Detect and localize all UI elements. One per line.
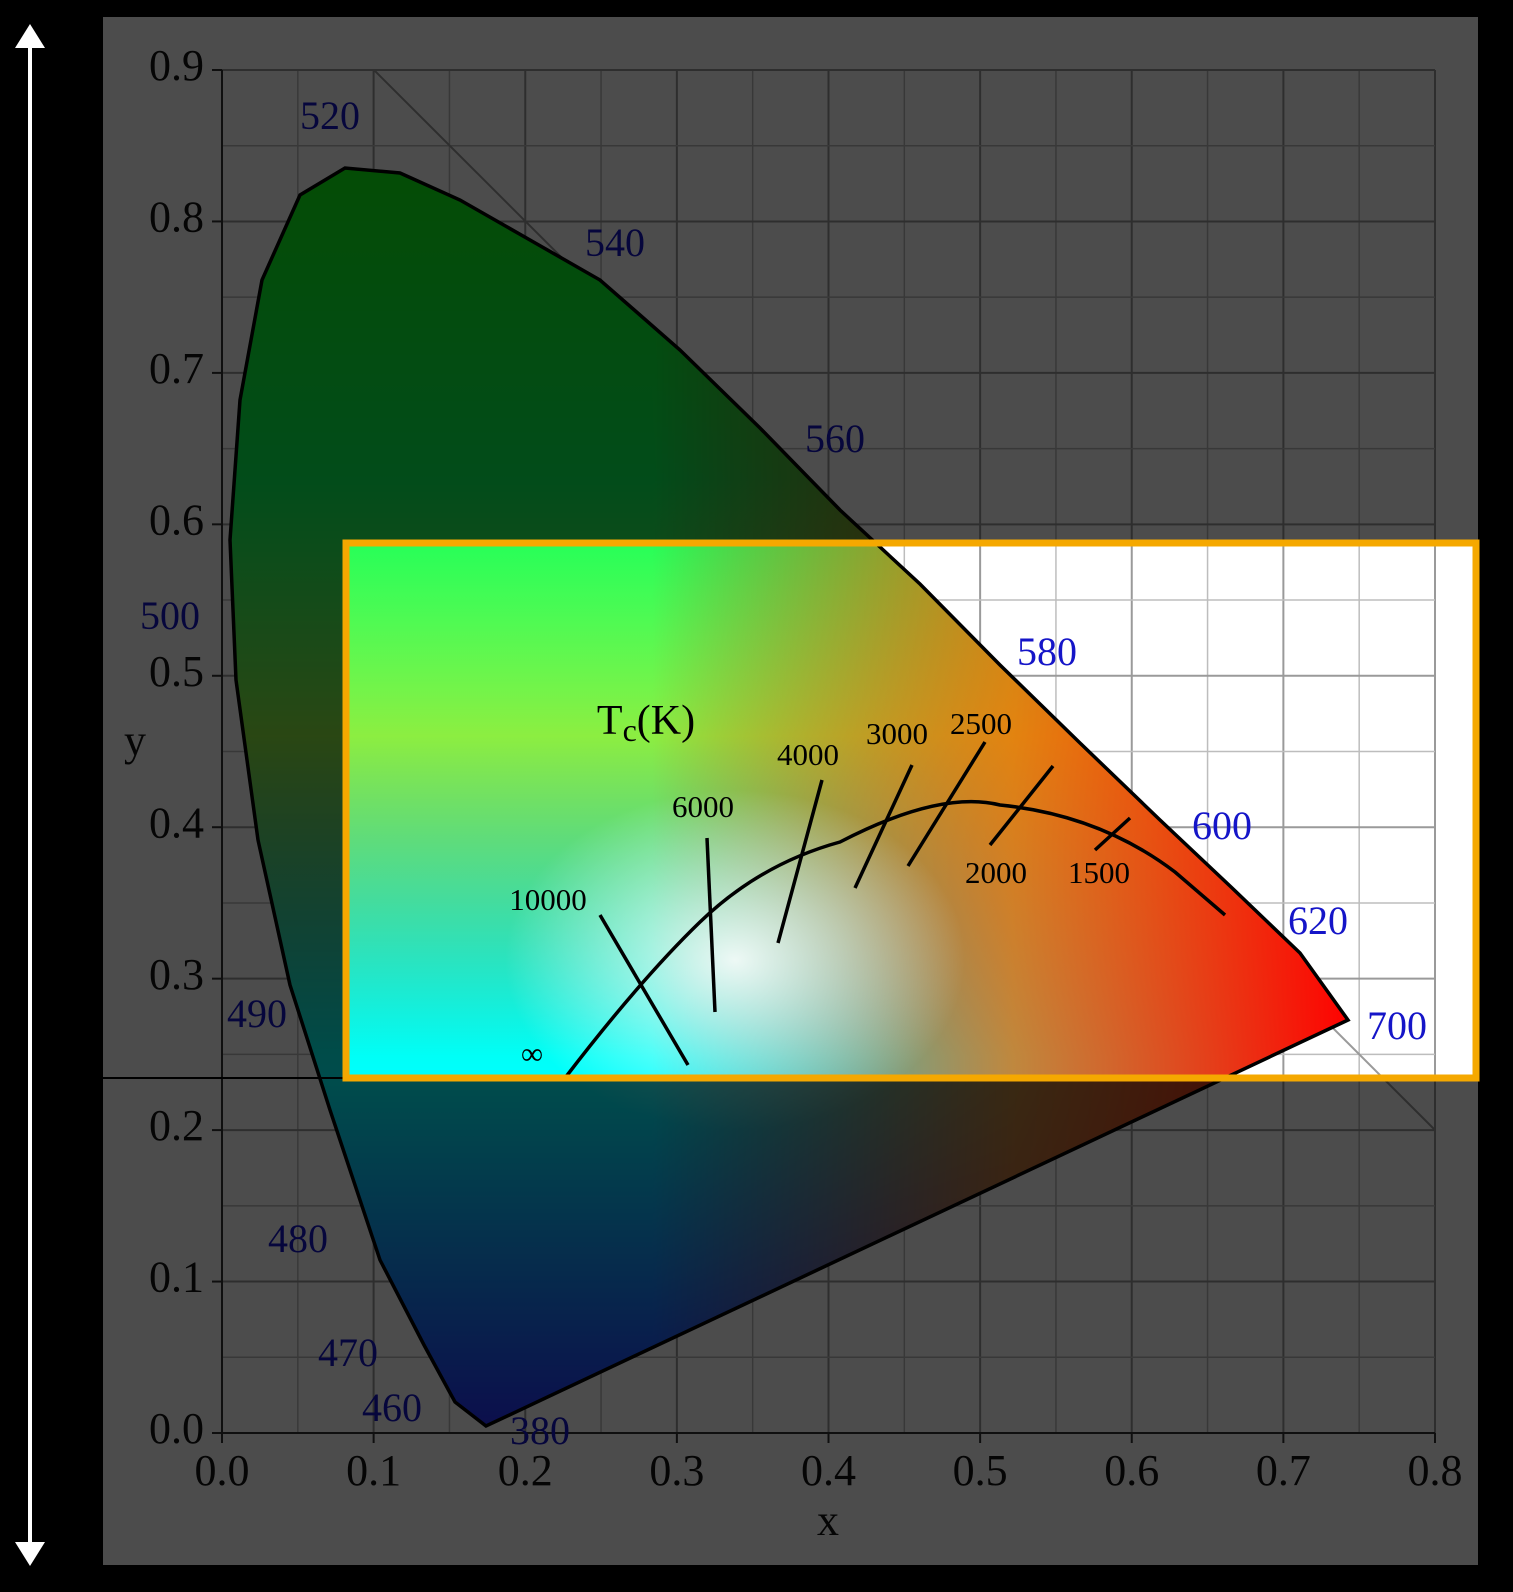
tc-main: T (597, 698, 623, 744)
temperature-label: 4000 (777, 737, 839, 772)
tc-sub: c (623, 712, 637, 748)
temperature-label: 2000 (965, 855, 1027, 890)
height-arrow (15, 24, 45, 1566)
isotherm (853, 764, 914, 889)
wavelength-label: 600 (1192, 803, 1252, 848)
selection-box[interactable] (342, 539, 1480, 1082)
wavelength-label: 620 (1288, 898, 1348, 943)
isotherm (906, 741, 987, 867)
isotherm (776, 779, 824, 944)
tc-label: Tc(K) (597, 698, 695, 749)
temperature-label: 2500 (950, 706, 1012, 741)
wavelength-label: 700 (1367, 1003, 1427, 1048)
arrow-head (15, 24, 45, 48)
temperature-label: 1500 (1068, 855, 1130, 890)
temperature-label: 3000 (866, 716, 928, 751)
white-point-glow (505, 790, 965, 1130)
isotherms (598, 741, 1132, 1066)
isotherm (705, 837, 717, 1013)
temperature-label: ∞ (521, 1036, 543, 1071)
temperature-label: 6000 (672, 789, 734, 824)
wavelength-label: 580 (1017, 629, 1077, 674)
tc-unit: (K) (637, 698, 695, 744)
isotherm (1093, 816, 1132, 852)
arrow-head (15, 1542, 45, 1566)
temperature-label: 10000 (509, 882, 587, 917)
isotherm (598, 914, 690, 1066)
isotherm (988, 764, 1055, 847)
dim-overlay (103, 17, 1478, 1565)
planckian-locus (563, 799, 1227, 1080)
